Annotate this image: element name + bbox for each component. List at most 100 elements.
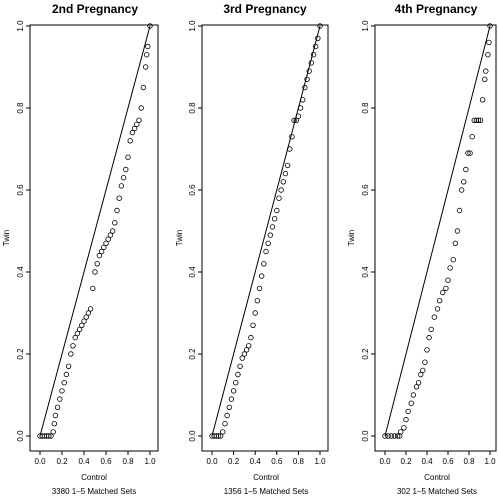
data-point [235, 371, 241, 378]
data-point [96, 252, 103, 259]
data-point [112, 220, 118, 226]
data-point [473, 117, 480, 123]
data-point [127, 138, 133, 144]
data-point [263, 248, 269, 255]
x-tick-label: 0.2 [56, 457, 68, 466]
data-point [81, 318, 87, 324]
data-point [230, 388, 237, 394]
data-point [220, 429, 226, 435]
x-tick-label: 0.6 [100, 457, 112, 466]
data-point [463, 166, 469, 173]
data-point [482, 76, 488, 82]
data-point [256, 285, 263, 292]
reference-line [39, 25, 151, 437]
data-point [57, 396, 63, 402]
data-point [440, 289, 446, 296]
data-point [454, 228, 461, 234]
data-point [228, 396, 235, 402]
reference-line [384, 25, 491, 437]
data-point [129, 129, 136, 136]
matched-sets-label: 3380 1–5 Matched Sets [52, 487, 137, 496]
data-point [125, 154, 131, 160]
data-point [90, 285, 96, 292]
data-points [37, 23, 153, 439]
data-point [418, 371, 424, 378]
data-point [101, 244, 107, 251]
data-point [131, 125, 138, 132]
data-point [83, 314, 89, 320]
data-point [461, 179, 467, 185]
data-point [308, 60, 315, 66]
data-point [118, 183, 125, 189]
y-tick-label: 0.0 [16, 430, 25, 442]
x-tick-label: 0.0 [379, 457, 391, 466]
y-tick-label: 0.4 [16, 266, 25, 278]
x-tick-label: 0.6 [271, 457, 283, 466]
y-tick-label: 0.4 [188, 266, 197, 278]
data-point [65, 363, 72, 369]
data-point [398, 429, 404, 435]
x-tick-label: 1.0 [144, 457, 156, 466]
data-point [50, 429, 56, 435]
data-point [136, 117, 142, 123]
data-point [61, 380, 67, 386]
data-point [405, 408, 411, 415]
data-point [413, 384, 420, 390]
y-ticks: 0.0 0.2 0.4 0.6 0.8 1.0 [188, 20, 202, 442]
y-axis-label: Twin [347, 230, 356, 246]
matched-sets-label: 302 1–5 Matched Sets [397, 487, 477, 496]
y-ticks: 0.0 0.2 0.4 0.6 0.8 1.0 [361, 20, 375, 442]
data-point [68, 351, 74, 357]
data-point [394, 433, 401, 439]
x-ticks: 0.0 0.2 0.4 0.6 0.8 1.0 [379, 451, 496, 466]
plot-frame [29, 24, 159, 452]
panel-title: 4th Pregnancy [395, 2, 478, 16]
panel-4th-pregnancy: 4th Pregnancy Twin Control 302 1–5 Match… [347, 2, 497, 496]
x-tick-label: 0.8 [122, 457, 134, 466]
y-tick-label: 0.2 [361, 348, 370, 360]
data-point [443, 285, 449, 292]
data-point [98, 248, 105, 255]
x-axis-label: Control [253, 473, 279, 482]
x-tick-label: 0.2 [400, 457, 412, 466]
y-tick-label: 0.8 [188, 102, 197, 114]
data-point [479, 97, 486, 103]
matched-sets-label: 1356 1–5 Matched Sets [224, 487, 309, 496]
y-tick-label: 0.0 [361, 430, 370, 442]
x-tick-label: 0.8 [293, 457, 305, 466]
data-point [382, 433, 388, 439]
y-ticks: 0.0 0.2 0.4 0.6 0.8 1.0 [16, 20, 30, 442]
data-point [287, 146, 293, 152]
panel-2nd-pregnancy: 2nd Pregnancy Twin Control 3380 1–5 Matc… [2, 2, 159, 496]
data-point [410, 392, 417, 398]
data-point [79, 322, 85, 328]
data-point [237, 363, 243, 369]
data-point [475, 117, 482, 123]
data-point [295, 113, 302, 119]
data-point [467, 150, 473, 156]
data-point [310, 52, 317, 58]
data-point [293, 117, 299, 123]
x-tick-label: 0.4 [250, 457, 262, 466]
data-point [142, 64, 149, 70]
y-tick-label: 0.8 [361, 102, 370, 114]
data-point [485, 52, 491, 58]
data-point [486, 39, 492, 46]
y-tick-label: 0.8 [16, 102, 25, 114]
data-point [63, 371, 70, 378]
data-point [143, 52, 150, 58]
data-point [74, 330, 81, 337]
y-tick-label: 1.0 [16, 20, 25, 32]
data-point [105, 236, 111, 242]
x-tick-label: 0.0 [34, 457, 46, 466]
y-tick-label: 0.2 [16, 348, 25, 360]
data-point [48, 433, 54, 439]
data-point [282, 170, 289, 177]
data-point [241, 351, 248, 357]
y-axis-label: Twin [2, 230, 11, 246]
data-point [276, 195, 282, 201]
data-point [304, 76, 310, 82]
data-point [52, 412, 59, 419]
data-point [306, 68, 312, 74]
data-point [261, 261, 267, 267]
